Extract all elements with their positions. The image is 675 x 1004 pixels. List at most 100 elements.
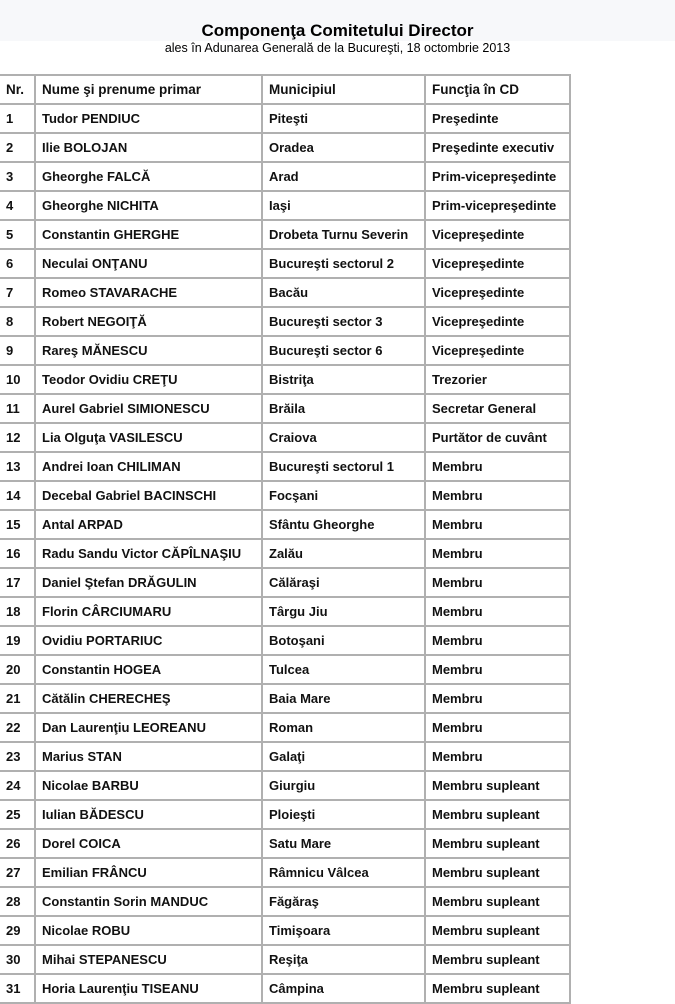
cell-municipality: Tulcea xyxy=(261,654,424,683)
table-row: 18 Florin CÂRCIUMARU Târgu Jiu Membru xyxy=(0,596,571,625)
cell-nr: 22 xyxy=(0,712,34,741)
cell-name: Gheorghe NICHITA xyxy=(34,190,261,219)
cell-function: Vicepreşedinte xyxy=(424,306,571,335)
table-row: 29 Nicolae ROBU Timişoara Membru supleant xyxy=(0,915,571,944)
cell-nr: 15 xyxy=(0,509,34,538)
cell-nr: 16 xyxy=(0,538,34,567)
cell-function: Membru xyxy=(424,741,571,770)
cell-nr: 21 xyxy=(0,683,34,712)
cell-function: Purtător de cuvânt xyxy=(424,422,571,451)
table-row: 11 Aurel Gabriel SIMIONESCU Brăila Secretar… xyxy=(0,393,571,422)
cell-name: Daniel Ştefan DRĂGULIN xyxy=(34,567,261,596)
committee-table: Nr. Nume şi prenume primar Municipiul Fu… xyxy=(0,74,571,1004)
table-row: 9 Rareş MĂNESCU Bucureşti sector 6 Vicepreş… xyxy=(0,335,571,364)
cell-name: Gheorghe FALCĂ xyxy=(34,161,261,190)
table-row: 2 Ilie BOLOJAN Oradea Preşedinte executiv xyxy=(0,132,571,161)
cell-nr: 31 xyxy=(0,973,34,1004)
cell-nr: 7 xyxy=(0,277,34,306)
cell-name: Lia Olguţa VASILESCU xyxy=(34,422,261,451)
cell-nr: 29 xyxy=(0,915,34,944)
cell-function: Prim-vicepreşedinte xyxy=(424,190,571,219)
cell-name: Radu Sandu Victor CĂPÎLNAŞIU xyxy=(34,538,261,567)
cell-nr: 20 xyxy=(0,654,34,683)
top-band xyxy=(0,0,675,41)
table-row: 27 Emilian FRÂNCU Râmnicu Vâlcea Membru sup… xyxy=(0,857,571,886)
cell-municipality: Arad xyxy=(261,161,424,190)
table-row: 3 Gheorghe FALCĂ Arad Prim-vicepreşedinte xyxy=(0,161,571,190)
cell-municipality: Făgăraş xyxy=(261,886,424,915)
cell-name: Neculai ONŢANU xyxy=(34,248,261,277)
cell-function: Vicepreşedinte xyxy=(424,335,571,364)
cell-municipality: Bistriţa xyxy=(261,364,424,393)
cell-name: Constantin GHERGHE xyxy=(34,219,261,248)
table-row: 30 Mihai STEPANESCU Reşiţa Membru supleant xyxy=(0,944,571,973)
cell-nr: 8 xyxy=(0,306,34,335)
table-row: 12 Lia Olguţa VASILESCU Craiova Purtător de… xyxy=(0,422,571,451)
cell-name: Florin CÂRCIUMARU xyxy=(34,596,261,625)
cell-name: Nicolae BARBU xyxy=(34,770,261,799)
cell-function: Membru xyxy=(424,596,571,625)
cell-nr: 25 xyxy=(0,799,34,828)
table-row: 15 Antal ARPAD Sfântu Gheorghe Membru xyxy=(0,509,571,538)
cell-function: Prim-vicepreşedinte xyxy=(424,161,571,190)
cell-nr: 28 xyxy=(0,886,34,915)
cell-function: Membru xyxy=(424,654,571,683)
cell-nr: 24 xyxy=(0,770,34,799)
cell-function: Membru supleant xyxy=(424,828,571,857)
cell-municipality: Bucureşti sector 6 xyxy=(261,335,424,364)
cell-municipality: Giurgiu xyxy=(261,770,424,799)
cell-name: Ilie BOLOJAN xyxy=(34,132,261,161)
cell-municipality: Târgu Jiu xyxy=(261,596,424,625)
table-row: 1 Tudor PENDIUC Piteşti Preşedinte xyxy=(0,103,571,132)
table-row: 28 Constantin Sorin MANDUC Făgăraş Membru s… xyxy=(0,886,571,915)
header-name: Nume şi prenume primar xyxy=(34,74,261,103)
cell-function: Membru supleant xyxy=(424,944,571,973)
cell-municipality: Iaşi xyxy=(261,190,424,219)
cell-nr: 13 xyxy=(0,451,34,480)
cell-name: Robert NEGOIŢĂ xyxy=(34,306,261,335)
cell-name: Decebal Gabriel BACINSCHI xyxy=(34,480,261,509)
cell-nr: 1 xyxy=(0,103,34,132)
cell-function: Membru supleant xyxy=(424,915,571,944)
cell-name: Dorel COICA xyxy=(34,828,261,857)
cell-name: Andrei Ioan CHILIMAN xyxy=(34,451,261,480)
cell-nr: 19 xyxy=(0,625,34,654)
cell-name: Emilian FRÂNCU xyxy=(34,857,261,886)
cell-nr: 5 xyxy=(0,219,34,248)
cell-municipality: Bacău xyxy=(261,277,424,306)
cell-nr: 11 xyxy=(0,393,34,422)
cell-function: Membru supleant xyxy=(424,770,571,799)
cell-name: Antal ARPAD xyxy=(34,509,261,538)
cell-municipality: Brăila xyxy=(261,393,424,422)
table-header-row: Nr. Nume şi prenume primar Municipiul Fu… xyxy=(0,74,571,103)
cell-function: Vicepreşedinte xyxy=(424,277,571,306)
table-row: 31 Horia Laurenţiu TISEANU Câmpina Membru s… xyxy=(0,973,571,1004)
cell-municipality: Bucureşti sector 3 xyxy=(261,306,424,335)
cell-municipality: Timişoara xyxy=(261,915,424,944)
cell-name: Ovidiu PORTARIUC xyxy=(34,625,261,654)
cell-name: Iulian BĂDESCU xyxy=(34,799,261,828)
cell-function: Membru xyxy=(424,480,571,509)
cell-municipality: Oradea xyxy=(261,132,424,161)
cell-municipality: Bucureşti sectorul 2 xyxy=(261,248,424,277)
cell-nr: 3 xyxy=(0,161,34,190)
cell-name: Teodor Ovidiu CREŢU xyxy=(34,364,261,393)
page-title: Componenţa Comitetului Director xyxy=(201,21,474,40)
cell-municipality: Bucureşti sectorul 1 xyxy=(261,451,424,480)
cell-name: Aurel Gabriel SIMIONESCU xyxy=(34,393,261,422)
cell-name: Mihai STEPANESCU xyxy=(34,944,261,973)
cell-function: Membru supleant xyxy=(424,799,571,828)
cell-function: Vicepreşedinte xyxy=(424,219,571,248)
header-function: Funcţia în CD xyxy=(424,74,571,103)
cell-function: Preşedinte xyxy=(424,103,571,132)
table-row: 23 Marius STAN Galaţi Membru xyxy=(0,741,571,770)
table-row: 20 Constantin HOGEA Tulcea Membru xyxy=(0,654,571,683)
header-nr: Nr. xyxy=(0,74,34,103)
cell-nr: 17 xyxy=(0,567,34,596)
table-row: 4 Gheorghe NICHITA Iaşi Prim-vicepreşedinte xyxy=(0,190,571,219)
cell-municipality: Baia Mare xyxy=(261,683,424,712)
table-row: 7 Romeo STAVARACHE Bacău Vicepreşedinte xyxy=(0,277,571,306)
cell-name: Constantin Sorin MANDUC xyxy=(34,886,261,915)
cell-function: Membru supleant xyxy=(424,857,571,886)
table-row: 26 Dorel COICA Satu Mare Membru supleant xyxy=(0,828,571,857)
